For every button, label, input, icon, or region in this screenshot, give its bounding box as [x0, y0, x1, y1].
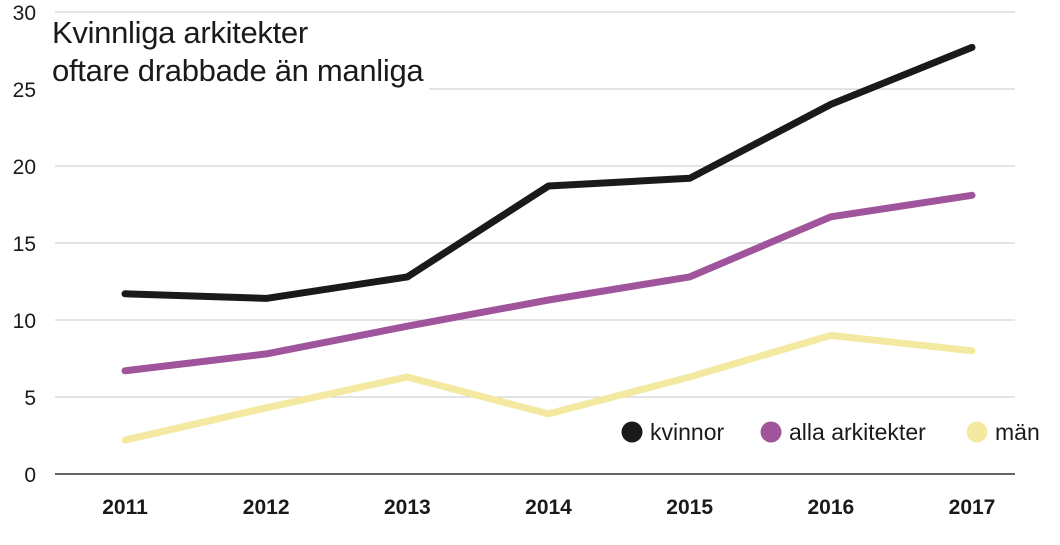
- legend-marker-män: [966, 421, 988, 443]
- legend-label-kvinnor: kvinnor: [650, 419, 724, 445]
- x-tick-label-2012: 2012: [243, 496, 290, 519]
- y-tick-label-20: 20: [13, 156, 36, 179]
- series-lines: [121, 43, 976, 444]
- x-tick-label-2015: 2015: [666, 496, 713, 519]
- series-line-alla-arkitekter: [121, 191, 976, 375]
- legend-marker-kvinnor: [621, 421, 643, 443]
- y-axis-ticks: 0 5 10 15 20 25 30: [13, 2, 36, 487]
- y-tick-label-0: 0: [24, 464, 36, 487]
- legend-marker-alla-arkitekter: [760, 421, 782, 443]
- chart-title: Kvinnliga arkitekter oftare drabbade än …: [52, 14, 430, 90]
- x-axis-ticks: 2011 2012 2013 2014 2015 2016 2017: [102, 496, 995, 519]
- x-tick-label-2016: 2016: [807, 496, 854, 519]
- chart-title-line-1: Kvinnliga arkitekter: [52, 15, 308, 50]
- y-tick-label-15: 15: [13, 233, 36, 256]
- x-tick-label-2013: 2013: [384, 496, 431, 519]
- y-tick-label-5: 5: [24, 387, 36, 410]
- legend-label-män: män: [995, 419, 1040, 445]
- series-line-män: [121, 331, 976, 444]
- legend-label-alla-arkitekter: alla arkitekter: [789, 419, 926, 445]
- series-line-kvinnor: [121, 43, 976, 302]
- y-tick-label-10: 10: [13, 310, 36, 333]
- chart-title-line-2: oftare drabbade än manliga: [52, 53, 424, 88]
- legend: kvinnor alla arkitekter män: [621, 419, 1040, 445]
- y-tick-label-25: 25: [13, 79, 36, 102]
- y-tick-label-30: 30: [13, 2, 36, 25]
- x-tick-label-2017: 2017: [949, 496, 996, 519]
- x-tick-label-2014: 2014: [525, 496, 572, 519]
- x-tick-label-2011: 2011: [102, 496, 148, 519]
